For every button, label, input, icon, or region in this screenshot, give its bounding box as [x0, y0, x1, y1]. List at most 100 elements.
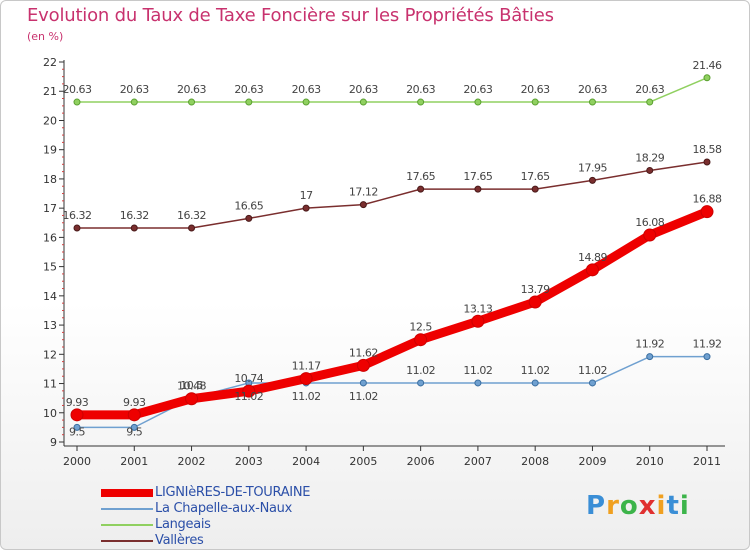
- series-2-point: [474, 379, 482, 387]
- x-tick-label: 2009: [578, 455, 606, 468]
- legend-label-3: Langeais: [155, 517, 211, 532]
- data-label: 13.13: [463, 302, 492, 315]
- data-label: 11.02: [578, 364, 607, 377]
- data-label: 10.48: [177, 380, 206, 393]
- series-3-point: [646, 98, 654, 106]
- series-4-point: [646, 166, 654, 174]
- series-1-point: [643, 228, 657, 242]
- series-4-point: [359, 201, 367, 209]
- data-label: 10.5: [180, 379, 203, 392]
- series-3-point: [302, 98, 310, 106]
- data-label: 20.63: [63, 83, 92, 96]
- y-tick-label: 14: [43, 290, 57, 303]
- logo-letter: P: [586, 491, 607, 521]
- series-3-point: [130, 98, 138, 106]
- logo-letter: o: [619, 491, 639, 521]
- series-4-point: [703, 158, 711, 166]
- series-3-point: [417, 98, 425, 106]
- data-label: 17.65: [521, 170, 550, 183]
- series-line-3: [76, 77, 708, 103]
- axes: 9 10 11 12 13 14 15 16 17 18 19 20 21 22 2000 2001 2002 2…: [43, 56, 725, 468]
- series-lines: [70, 74, 714, 431]
- data-label: 11.17: [292, 360, 321, 373]
- data-label: 20.63: [349, 83, 378, 96]
- x-tick-label: 2010: [636, 455, 664, 468]
- series-4-point: [302, 204, 310, 212]
- x-tick-label: 2005: [349, 455, 377, 468]
- data-label: 9.5: [69, 425, 85, 438]
- legend-swatch-3: [101, 524, 153, 526]
- series-2-point: [531, 379, 539, 387]
- data-label: 20.63: [406, 83, 435, 96]
- legend-label-1: LIGNIèRES-DE-TOURAINE: [155, 485, 311, 500]
- x-tick-label: 2003: [235, 455, 263, 468]
- data-label: 13.79: [521, 283, 550, 296]
- data-label: 18.29: [635, 151, 664, 164]
- series-2-point: [73, 423, 81, 431]
- series-4-point: [188, 224, 196, 232]
- chart-title: Evolution du Taux de Taxe Foncière sur l…: [27, 5, 554, 26]
- series-2-point: [130, 423, 138, 431]
- data-label: 20.63: [578, 83, 607, 96]
- y-tick-label: 19: [43, 144, 57, 157]
- data-label: 21.46: [693, 59, 722, 72]
- data-label: 11.92: [693, 338, 722, 351]
- y-tick-label: 15: [43, 261, 57, 274]
- data-labels: 9.93 9.93 10.48 10.74 11.17 11.62 12.5 13.13 13.…: [63, 59, 723, 439]
- data-label: 17.65: [463, 170, 492, 183]
- y-tick-label: 17: [43, 202, 57, 215]
- data-label: 17.65: [406, 170, 435, 183]
- legend-swatch-4: [101, 540, 153, 542]
- logo-letter: t: [666, 491, 680, 521]
- series-2-point: [588, 379, 596, 387]
- series-2-point: [359, 379, 367, 387]
- data-label: 16.88: [693, 193, 722, 206]
- series-4-point: [474, 185, 482, 193]
- data-label: 11.02: [463, 364, 492, 377]
- series-line-4: [76, 161, 708, 229]
- series-1-point: [585, 263, 599, 277]
- x-tick-label: 2006: [407, 455, 435, 468]
- legend-swatch-2: [101, 508, 153, 510]
- x-tick-label: 2004: [292, 455, 320, 468]
- series-4-point: [531, 185, 539, 193]
- logo-letter: i: [679, 491, 690, 521]
- y-tick-label: 20: [43, 114, 57, 127]
- series-2-point: [703, 353, 711, 361]
- data-label: 11.02: [292, 390, 321, 403]
- x-tick-label: 2008: [521, 455, 549, 468]
- y-tick-label: 21: [43, 85, 57, 98]
- x-tick-label: 2001: [120, 455, 148, 468]
- data-label: 20.63: [120, 83, 149, 96]
- data-label: 10.74: [234, 372, 263, 385]
- data-label: 20.63: [521, 83, 550, 96]
- data-label: 20.63: [635, 83, 664, 96]
- series-1-point: [70, 408, 84, 422]
- data-label: 9.5: [126, 425, 142, 438]
- y-tick-label: 16: [43, 231, 57, 244]
- series-3-point: [474, 98, 482, 106]
- y-tick-label: 18: [43, 173, 57, 186]
- data-label: 20.63: [292, 83, 321, 96]
- series-3-point: [588, 98, 596, 106]
- series-1-point: [127, 408, 141, 422]
- series-4-point: [588, 176, 596, 184]
- series-1-point: [700, 205, 714, 219]
- series-line-2: [76, 355, 708, 429]
- legend-label-4: Vallères: [155, 533, 204, 548]
- data-label: 9.93: [123, 396, 146, 409]
- series-3-point: [703, 74, 711, 82]
- y-tick-label: 9: [50, 436, 57, 449]
- x-tick-label: 2011: [693, 455, 721, 468]
- y-tick-label: 10: [43, 407, 57, 420]
- y-tick-label: 22: [43, 56, 57, 69]
- data-label: 17.12: [349, 186, 378, 199]
- series-3-point: [188, 98, 196, 106]
- data-label: 12.5: [409, 321, 432, 334]
- series-4-point: [130, 224, 138, 232]
- data-label: 11.62: [349, 346, 378, 359]
- series-1-point: [242, 384, 256, 398]
- data-label: 14.89: [578, 251, 607, 264]
- y-tick-label: 13: [43, 319, 57, 332]
